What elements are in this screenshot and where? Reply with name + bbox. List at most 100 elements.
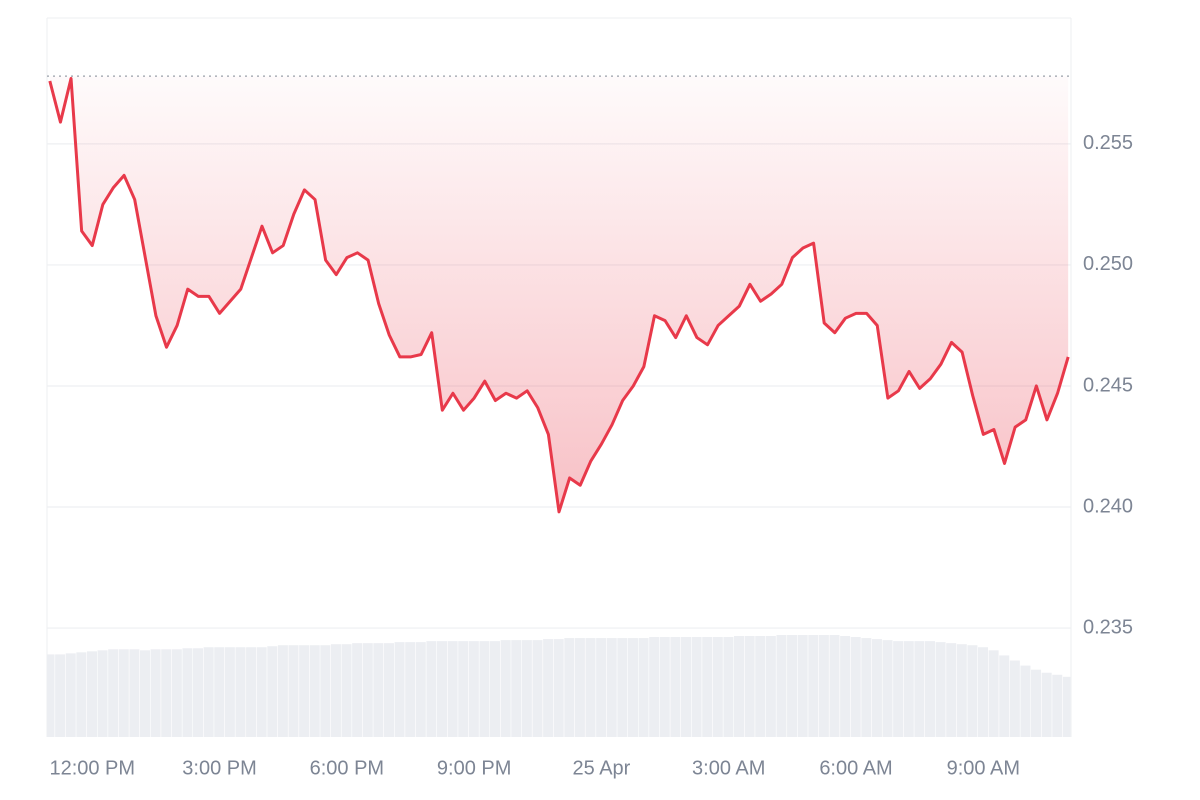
volume-bar (246, 647, 257, 737)
volume-bar (914, 641, 925, 737)
volume-bar (596, 638, 607, 737)
volume-bar (606, 638, 617, 737)
volume-bar (999, 655, 1010, 737)
volume-bar (490, 641, 501, 737)
volume-bar (712, 637, 723, 737)
volume-bar (118, 649, 129, 737)
area-fill (49, 76, 1069, 512)
y-tick-label: 0.240 (1083, 495, 1133, 517)
volume-bar (1009, 660, 1020, 737)
volume-bar (755, 636, 766, 737)
y-tick-label: 0.250 (1083, 253, 1133, 275)
volume-bar (479, 641, 490, 737)
volume-bar (776, 635, 787, 737)
volume-bar (415, 642, 426, 737)
volume-bar (55, 654, 66, 737)
volume-bar (1062, 676, 1071, 737)
volume-bar (447, 641, 458, 737)
volume-bar (47, 654, 55, 737)
volume-bar (638, 638, 649, 737)
volume-bar (946, 643, 957, 737)
volume-bar (267, 646, 278, 737)
volume-bar (139, 650, 151, 737)
volume-bar (214, 647, 225, 737)
volume-bar (967, 645, 978, 737)
volume-bar (511, 640, 522, 737)
area (49, 76, 1069, 512)
volume-bar (1041, 672, 1052, 737)
volume-bar (840, 636, 851, 737)
volume-bar (680, 637, 691, 737)
volume-bar (341, 644, 352, 737)
volume-bar (935, 642, 946, 737)
volume-bar (829, 635, 840, 737)
volume-bar (1052, 674, 1063, 737)
volume-bar (76, 652, 87, 737)
volume-bar (882, 640, 893, 737)
volume-bar (405, 642, 416, 737)
volume-bar (65, 653, 76, 737)
volume-bar (373, 643, 384, 737)
lines (47, 75, 1071, 514)
labels: 0.235 0.240 0.245 0.250 0.255 12:00 PM 3:00 PM… (49, 132, 1133, 779)
volume-bar (861, 638, 872, 737)
x-tick-label: 3:00 AM (692, 757, 765, 779)
volume-bar (521, 640, 532, 737)
x-tick-label: 3:00 PM (182, 757, 256, 779)
volume-bar (1020, 665, 1031, 737)
volume-bar (161, 649, 172, 737)
volume-bar (288, 645, 299, 737)
volume-bar (320, 645, 331, 737)
y-tick-label: 0.235 (1083, 616, 1133, 638)
volume-bar (309, 645, 320, 737)
volume-bar (787, 635, 798, 737)
volume-bar (765, 636, 776, 737)
volume-bar (129, 649, 140, 737)
volume-bar (808, 635, 819, 737)
volume-bar (585, 638, 596, 737)
volume-bar (734, 636, 745, 737)
volume-bar (1031, 669, 1042, 737)
volume-bar (670, 637, 681, 737)
x-tick-label: 12:00 PM (49, 757, 135, 779)
volume-bar (235, 647, 246, 737)
volume-bar (299, 645, 310, 737)
volume-bar (532, 640, 543, 737)
volume-bar (850, 637, 861, 737)
volume-bar (797, 635, 808, 737)
volume-bar (649, 637, 660, 737)
volume-bar (352, 643, 363, 737)
volume-bar (702, 637, 713, 737)
x-tick-label: 25 Apr (573, 757, 631, 779)
volume-bars (47, 635, 1071, 737)
volume-bar (988, 650, 999, 737)
volume-bar (182, 648, 193, 737)
volume-bar (193, 648, 204, 737)
volume-bar (903, 641, 914, 737)
volume-bar (627, 638, 638, 737)
y-tick-label: 0.255 (1083, 132, 1133, 154)
volume-bar (553, 639, 564, 737)
volume-bar (97, 650, 108, 737)
volume-bar (458, 641, 469, 737)
volume-bar (500, 640, 511, 737)
volume-bar (659, 637, 670, 737)
volume-bar (617, 638, 628, 737)
volume-bar (691, 637, 702, 737)
volume-bar (893, 641, 904, 737)
volume-bar (150, 649, 161, 737)
volume-bar (543, 639, 554, 737)
volume-bar (564, 638, 575, 737)
volume-bar (978, 647, 989, 737)
volume-bar (86, 651, 97, 737)
volume-bar (723, 637, 734, 737)
volume-bar (871, 639, 882, 737)
volume-bar (437, 641, 448, 737)
price-line (48, 77, 1070, 514)
volume-bar (256, 647, 267, 737)
volume-bar (203, 647, 214, 737)
volume-bar (574, 638, 585, 737)
x-tick-label: 9:00 PM (437, 757, 511, 779)
volume-bar (108, 649, 119, 737)
